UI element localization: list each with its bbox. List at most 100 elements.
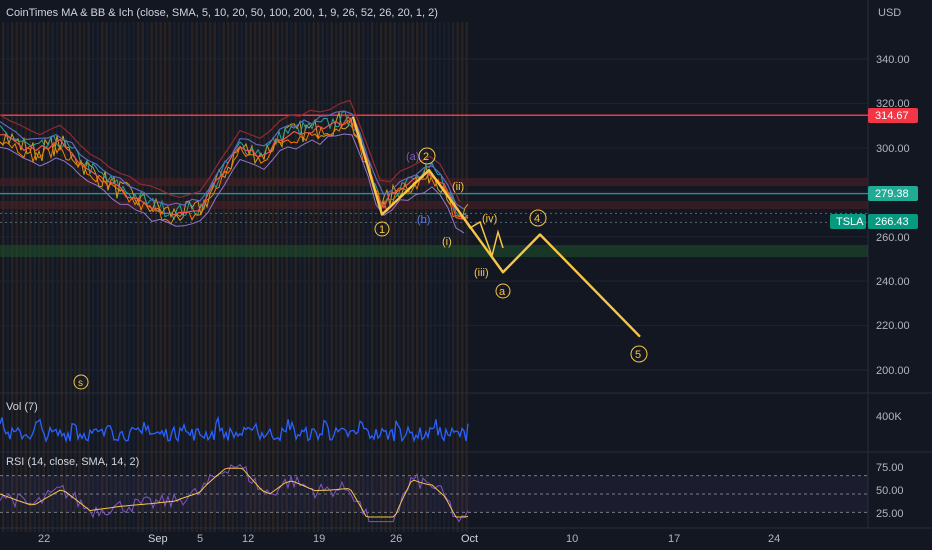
session-bar	[240, 22, 243, 532]
session-bar	[209, 22, 212, 532]
price-axis[interactable]: 340.00 320.00 300.00 260.00 240.00 220.0…	[876, 54, 910, 377]
rsi-label[interactable]: RSI (14, close, SMA, 14, 2)	[6, 456, 139, 468]
wave-1-circle	[374, 221, 390, 237]
bb-band	[0, 133, 465, 234]
time-tick: 24	[768, 533, 780, 545]
wave-label-iv[interactable]: (iv)	[482, 213, 497, 225]
wave-label-5[interactable]: 5	[635, 349, 641, 361]
session-bar	[42, 22, 45, 532]
session-bar	[375, 22, 378, 532]
ma-50	[0, 110, 465, 210]
session-bar	[290, 22, 293, 532]
session-bar	[285, 22, 288, 532]
session-bar	[6, 22, 9, 532]
rsi-pane	[0, 463, 868, 523]
wave-label-s[interactable]: s	[78, 378, 83, 389]
ma-20	[0, 115, 469, 220]
ticker-label: TSLA	[836, 216, 864, 228]
session-bar	[447, 22, 450, 532]
session-bar	[195, 22, 198, 532]
session-bar	[357, 22, 360, 532]
session-bar	[398, 22, 401, 532]
wave-label-2[interactable]: 2	[423, 151, 429, 163]
wave-label-ii[interactable]: (ii)	[452, 181, 464, 193]
session-bar	[92, 22, 95, 532]
session-bar	[461, 22, 464, 532]
wave-label-iii[interactable]: (iii)	[474, 267, 489, 279]
session-bar	[236, 22, 239, 532]
time-tick: 17	[668, 533, 680, 545]
wave-label-1[interactable]: 1	[379, 224, 385, 236]
volume-label[interactable]: Vol (7)	[6, 401, 38, 413]
session-bar	[465, 22, 468, 532]
session-bar	[384, 22, 387, 532]
session-bar	[87, 22, 90, 532]
price-tick: 220.00	[876, 320, 910, 332]
wave-label-i[interactable]: (i)	[442, 236, 452, 248]
wave-label-a[interactable]: a	[499, 286, 506, 298]
wave-label-b-sub[interactable]: (b)	[417, 214, 430, 226]
red-zone	[0, 178, 868, 186]
session-bar	[321, 22, 324, 532]
indicator-lines	[0, 99, 469, 234]
session-bar	[344, 22, 347, 532]
session-bar	[123, 22, 126, 532]
time-axis[interactable]: 22 Sep 5 12 19 26 Oct 10 17 24	[38, 533, 780, 545]
session-bar	[407, 22, 410, 532]
wave-label-4[interactable]: 4	[534, 213, 540, 225]
resistance-price-badge	[868, 108, 918, 123]
price-tick: 240.00	[876, 276, 910, 288]
indicator-title[interactable]: CoinTimes MA & BB & Ich (close, SMA, 5, …	[6, 7, 438, 19]
session-bar	[20, 22, 23, 532]
session-bar	[294, 22, 297, 532]
session-bar	[83, 22, 86, 532]
wave-a-circle	[495, 283, 511, 299]
subwave-projection	[454, 205, 504, 259]
session-bar	[213, 22, 216, 532]
session-bar	[308, 22, 311, 532]
session-bar	[411, 22, 414, 532]
session-bar	[389, 22, 392, 532]
time-tick: Oct	[461, 533, 478, 545]
session-bar	[204, 22, 207, 532]
time-tick: 10	[566, 533, 578, 545]
session-bar	[164, 22, 167, 532]
session-bar	[150, 22, 153, 532]
session-bar	[317, 22, 320, 532]
session-bar	[299, 22, 302, 532]
session-bar	[438, 22, 441, 532]
grid	[0, 0, 932, 529]
session-bar	[200, 22, 203, 532]
session-bar	[371, 22, 374, 532]
session-bar	[74, 22, 77, 532]
session-bar	[218, 22, 221, 532]
session-bar	[11, 22, 14, 532]
session-bar	[38, 22, 41, 532]
session-bar	[51, 22, 54, 532]
time-tick: 5	[197, 533, 203, 545]
session-bar	[339, 22, 342, 532]
volume-pane	[0, 415, 469, 444]
session-bar	[128, 22, 131, 532]
last-price-badge	[868, 214, 918, 229]
wave-label-a-sub[interactable]: (a)	[406, 151, 419, 163]
session-bar	[78, 22, 81, 532]
session-bar	[168, 22, 171, 532]
session-bar	[101, 22, 104, 532]
price-tick: 340.00	[876, 54, 910, 66]
session-bar	[33, 22, 36, 532]
time-tick: 22	[38, 533, 50, 545]
session-bar	[110, 22, 113, 532]
time-tick: 12	[242, 533, 254, 545]
session-bar	[425, 22, 428, 532]
resistance-price-label: 314.67	[875, 110, 909, 122]
session-bar	[456, 22, 459, 532]
session-bar	[159, 22, 162, 532]
green-zone	[0, 245, 868, 257]
session-bar	[330, 22, 333, 532]
support-price-badge	[868, 186, 918, 201]
rsi-tick: 25.00	[876, 508, 904, 520]
session-bar	[312, 22, 315, 532]
